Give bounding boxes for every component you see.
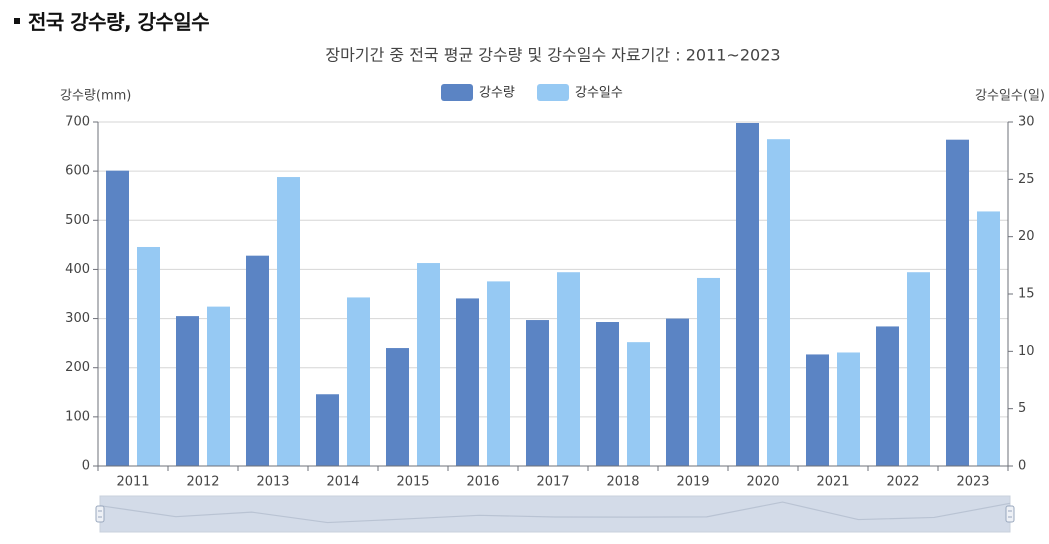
y-tick-right-label: 25 (1018, 172, 1035, 187)
y-tick-right-label: 5 (1018, 401, 1026, 416)
zoom-handle-right[interactable] (1005, 505, 1015, 523)
bar-raindays-2014[interactable] (347, 297, 370, 466)
bar-rainfall-2013[interactable] (246, 255, 269, 466)
bar-rainfall-2020[interactable] (736, 122, 759, 467)
x-tick-label: 2013 (256, 475, 289, 490)
y-tick-left-label: 300 (65, 311, 90, 326)
bar-raindays-2012[interactable] (207, 306, 230, 466)
x-tick-label: 2016 (466, 475, 499, 490)
x-tick-label: 2018 (606, 475, 639, 490)
x-tick-label: 2015 (396, 475, 429, 490)
x-tick-label: 2022 (886, 475, 919, 490)
zoom-slider-preview (99, 501, 1011, 524)
legend-label-1: 강수량 (479, 86, 515, 101)
bar-raindays-2019[interactable] (697, 277, 720, 466)
y-tick-left-label: 400 (65, 262, 90, 277)
page-heading: 전국 강수량, 강수일수 (14, 6, 210, 35)
x-tick-label: 2020 (746, 475, 779, 490)
bar-rainfall-2015[interactable] (386, 348, 409, 466)
bar-rainfall-2011[interactable] (106, 170, 129, 466)
bar-raindays-2015[interactable] (417, 263, 440, 466)
bar-rainfall-2016[interactable] (456, 298, 479, 466)
y-tick-right-label: 30 (1018, 115, 1035, 130)
y-axis-right-title: 강수일수(일) (975, 89, 1045, 104)
y-tick-left-label: 600 (65, 164, 90, 179)
x-tick-label: 2021 (816, 475, 849, 490)
x-tick-label: 2014 (326, 475, 359, 490)
zoom-slider-track[interactable] (99, 495, 1011, 533)
y-tick-left-label: 0 (82, 459, 90, 474)
y-tick-right-label: 0 (1018, 459, 1026, 474)
bar-raindays-2022[interactable] (907, 272, 930, 466)
bar-rainfall-2019[interactable] (666, 318, 689, 466)
bar-rainfall-2018[interactable] (596, 322, 619, 466)
y-tick-left-label: 500 (65, 213, 90, 228)
legend-label-2: 강수일수 (575, 86, 623, 101)
bar-raindays-2016[interactable] (487, 281, 510, 466)
bar-rainfall-2021[interactable] (806, 354, 829, 466)
heading-bullet-icon (14, 17, 20, 24)
y-tick-left-label: 200 (65, 360, 90, 375)
bar-raindays-2013[interactable] (277, 177, 300, 467)
x-tick-label: 2012 (186, 475, 219, 490)
x-tick-label: 2019 (676, 475, 709, 490)
y-tick-right-label: 10 (1018, 344, 1035, 359)
bar-raindays-2011[interactable] (137, 246, 160, 466)
y-tick-right-label: 20 (1018, 229, 1035, 244)
y-axis-left-title: 강수량(mm) (60, 89, 131, 104)
bar-raindays-2023[interactable] (977, 211, 1000, 466)
y-tick-right-label: 15 (1018, 287, 1035, 302)
bar-rainfall-2017[interactable] (526, 320, 549, 466)
bar-rainfall-2022[interactable] (876, 326, 899, 466)
legend-swatch-1[interactable] (441, 84, 473, 101)
x-tick-label: 2011 (116, 475, 149, 490)
bar-rainfall-2012[interactable] (176, 316, 199, 466)
chart-title: 장마기간 중 전국 평균 강수량 및 강수일수 자료기간 : 2011~2023 (325, 46, 780, 65)
y-tick-left-label: 100 (65, 409, 90, 424)
y-tick-left-label: 700 (65, 115, 90, 130)
bar-raindays-2021[interactable] (837, 352, 860, 466)
bar-raindays-2020[interactable] (767, 139, 790, 466)
bar-rainfall-2014[interactable] (316, 394, 339, 466)
x-tick-label: 2017 (536, 475, 569, 490)
x-tick-label: 2023 (956, 475, 989, 490)
bar-raindays-2017[interactable] (557, 272, 580, 466)
page-heading-text: 전국 강수량, 강수일수 (28, 10, 210, 34)
bar-raindays-2018[interactable] (627, 342, 650, 466)
legend-swatch-2[interactable] (537, 84, 569, 101)
zoom-handle-left[interactable] (95, 505, 105, 523)
bar-rainfall-2023[interactable] (946, 139, 969, 467)
